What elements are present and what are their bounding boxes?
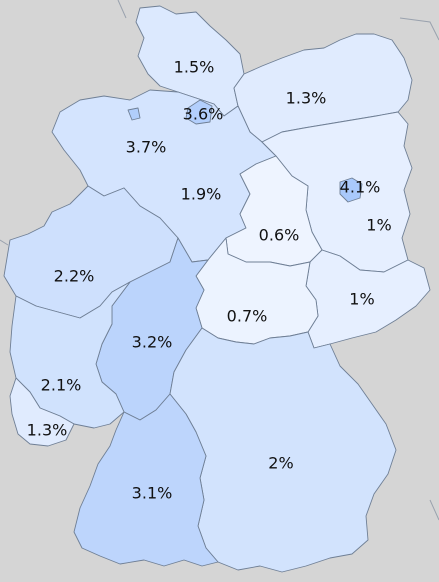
label-berlin: 4.1% [340,178,381,197]
state-saarland [9,377,75,447]
neighbor-border-outline [0,0,439,521]
label-bavaria: 2% [268,454,293,473]
label-saarland: 1.3% [27,421,68,440]
label-hamburg: 3.6% [183,105,224,124]
label-north-rhine-westphalia: 2.2% [54,267,95,286]
label-rhineland-palatinate: 2.1% [41,376,82,395]
state-bremen [127,107,141,121]
label-mecklenburg-vorpommern: 1.3% [286,89,327,108]
label-baden-wurttemberg: 3.1% [132,484,173,503]
label-bremen: 3.7% [126,138,167,157]
state-hamburg [185,99,213,125]
state-baden-wurttemberg [73,393,219,567]
label-saxony-anhalt: 0.6% [259,226,300,245]
label-saxony: 1% [349,290,374,309]
label-schleswig-holstein: 1.5% [174,58,215,77]
label-hesse: 3.2% [132,333,173,352]
label-thuringia: 0.7% [227,307,268,326]
label-lower-saxony: 1.9% [181,185,222,204]
state-berlin [339,177,363,203]
label-brandenburg: 1% [366,216,391,235]
